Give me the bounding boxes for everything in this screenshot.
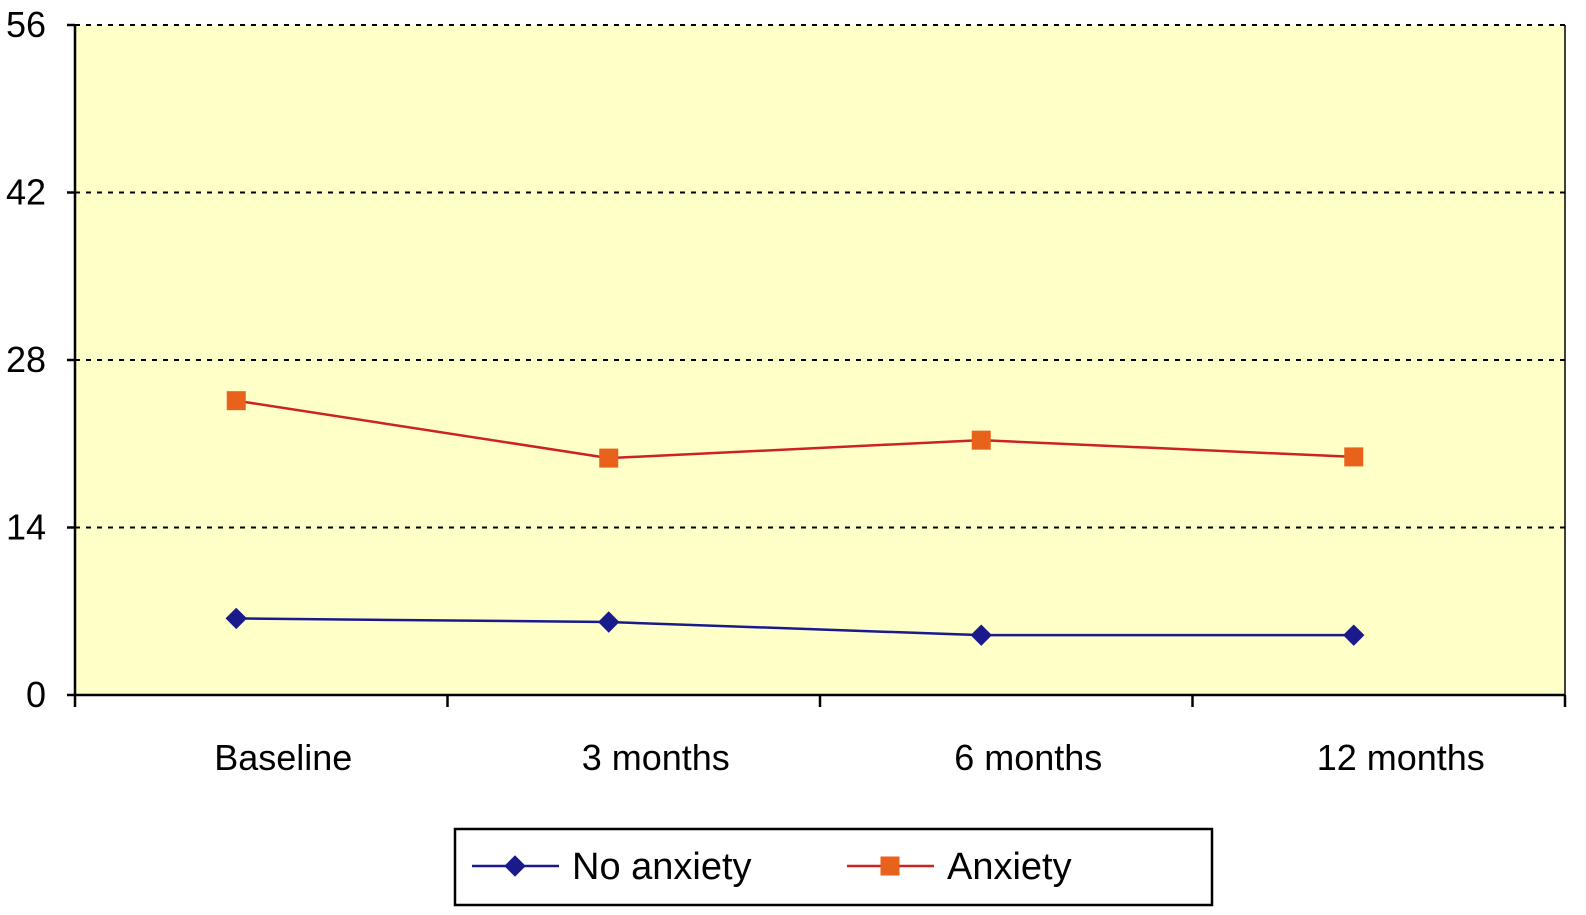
y-ticks: 0 14 28 42 56	[6, 4, 75, 715]
legend-item: Anxiety	[847, 846, 1072, 888]
data-point	[1343, 624, 1365, 646]
series-line	[236, 617, 1354, 637]
series-line	[236, 399, 1354, 460]
legend-swatch-marker	[504, 855, 526, 877]
x-tick-label: 6 months	[954, 737, 1102, 778]
series-group	[225, 391, 1365, 646]
legend-swatch-marker	[880, 856, 900, 876]
data-point	[226, 391, 246, 411]
series-no-anxiety	[225, 607, 1365, 646]
data-point	[971, 430, 991, 450]
x-ticks: Baseline 3 months 6 months 12 months	[73, 695, 1567, 778]
plot-area	[75, 25, 1565, 695]
data-point	[599, 448, 619, 468]
legend-item: No anxiety	[472, 846, 752, 888]
y-tick-label: 0	[26, 674, 46, 715]
series-anxiety	[226, 391, 1364, 468]
legend-label: Anxiety	[947, 846, 1072, 888]
legend: No anxiety Anxiety	[453, 827, 1214, 907]
x-tick-label: Baseline	[214, 737, 352, 778]
x-tick-label: 3 months	[582, 737, 730, 778]
x-tick-label: 12 months	[1317, 737, 1485, 778]
y-tick-label: 14	[6, 507, 46, 548]
data-point	[1344, 447, 1364, 467]
y-tick-label: 42	[6, 172, 46, 213]
legend-box	[453, 827, 1214, 907]
data-point	[225, 607, 247, 630]
legend-label: No anxiety	[572, 846, 752, 888]
data-point	[598, 611, 620, 633]
y-tick-label: 28	[6, 339, 46, 380]
data-point	[970, 624, 992, 646]
y-tick-label: 56	[6, 4, 46, 45]
